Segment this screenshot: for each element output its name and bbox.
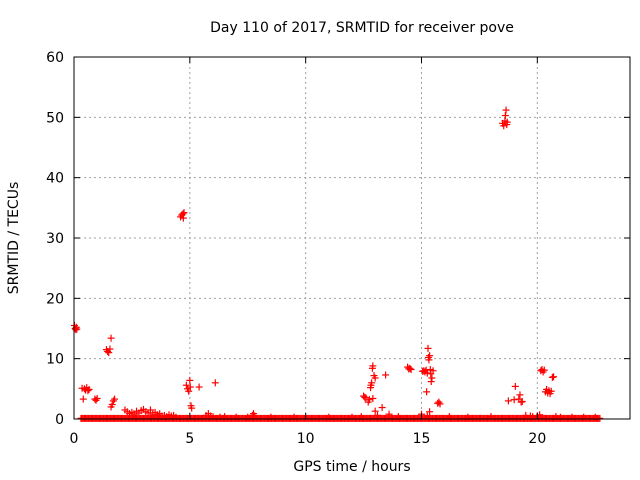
data-point	[580, 413, 588, 421]
data-point	[71, 325, 79, 332]
data-point	[548, 373, 556, 381]
data-point	[516, 391, 524, 399]
data-point	[504, 397, 512, 405]
x-tick-label: 5	[185, 431, 194, 447]
data-points	[70, 106, 604, 422]
data-point	[428, 374, 436, 382]
data-point	[591, 413, 599, 421]
data-point	[216, 413, 224, 421]
y-tick-label: 40	[46, 171, 64, 187]
x-tick-label: 10	[297, 431, 315, 447]
data-point	[547, 387, 555, 395]
data-point	[290, 413, 298, 421]
data-point	[378, 404, 386, 412]
data-point	[146, 406, 154, 414]
data-point	[179, 214, 187, 222]
data-point	[407, 366, 415, 374]
data-point	[369, 394, 377, 402]
data-point	[540, 366, 548, 374]
y-tick-label: 50	[46, 110, 64, 126]
data-point	[93, 394, 101, 402]
data-point	[557, 413, 564, 421]
y-tick-label: 60	[46, 50, 64, 66]
data-point	[368, 379, 376, 387]
data-point	[369, 362, 377, 370]
data-point	[182, 381, 190, 389]
data-point	[424, 344, 432, 352]
data-point	[251, 412, 259, 420]
data-point	[503, 121, 511, 129]
data-point	[423, 412, 431, 420]
data-point	[385, 410, 393, 418]
x-tick-label: 15	[413, 431, 431, 447]
data-point	[596, 414, 604, 422]
data-point	[361, 393, 369, 401]
data-point	[108, 401, 116, 409]
data-point	[195, 383, 203, 391]
data-point	[510, 396, 518, 404]
data-point	[522, 411, 530, 419]
data-point	[188, 404, 196, 412]
data-point	[422, 366, 430, 374]
data-point	[464, 413, 472, 421]
data-point	[425, 356, 433, 364]
data-point	[79, 395, 87, 403]
data-point	[436, 400, 444, 408]
data-point	[423, 369, 431, 377]
y-tick-label: 30	[46, 231, 64, 247]
data-point	[382, 371, 390, 379]
data-point	[84, 387, 92, 395]
data-point	[501, 112, 509, 120]
data-point	[105, 349, 113, 357]
plot-frame	[73, 56, 631, 420]
data-point	[85, 385, 93, 393]
data-point	[267, 413, 275, 421]
data-point	[429, 367, 437, 375]
data-point	[426, 408, 434, 416]
data-point	[426, 352, 434, 360]
y-axis-label: SRMTID / TECUs	[6, 182, 22, 295]
data-point	[373, 411, 381, 419]
data-point	[423, 388, 431, 396]
data-point	[180, 209, 188, 217]
data-point	[325, 413, 333, 421]
data-point	[185, 387, 193, 395]
data-point	[568, 413, 576, 421]
y-tick-label: 20	[46, 291, 64, 307]
data-point	[211, 379, 219, 387]
data-point	[502, 106, 510, 114]
data-point	[511, 382, 519, 390]
data-point	[172, 413, 180, 421]
chart-title: Day 110 of 2017, SRMTID for receiver pov…	[210, 20, 514, 36]
data-point	[107, 334, 115, 342]
data-point	[500, 122, 508, 130]
data-point	[435, 398, 443, 406]
tick-labels: 0 10 20 30 40 50 60 0 5 10 15 20	[46, 50, 546, 447]
grid-lines	[74, 57, 630, 419]
data-point	[518, 398, 526, 406]
y-tick-label: 10	[46, 352, 64, 368]
data-point	[232, 413, 240, 421]
data-point	[186, 383, 194, 391]
data-point	[517, 398, 525, 406]
data-point	[106, 345, 114, 353]
data-point	[371, 407, 379, 415]
x-tick-label: 20	[528, 431, 546, 447]
data-point	[371, 374, 379, 382]
data-point	[186, 376, 194, 384]
x-axis-label: GPS time / hours	[293, 459, 410, 475]
data-point	[365, 396, 373, 404]
data-point	[550, 373, 558, 381]
data-point	[427, 378, 435, 386]
data-point	[92, 396, 100, 404]
data-point	[348, 413, 356, 421]
data-point	[244, 413, 252, 421]
data-point	[109, 397, 117, 405]
axis-ticks	[73, 56, 630, 420]
y-tick-label: 0	[55, 412, 64, 428]
x-tick-label: 0	[70, 431, 79, 447]
data-point	[111, 395, 119, 403]
data-point	[406, 364, 414, 372]
